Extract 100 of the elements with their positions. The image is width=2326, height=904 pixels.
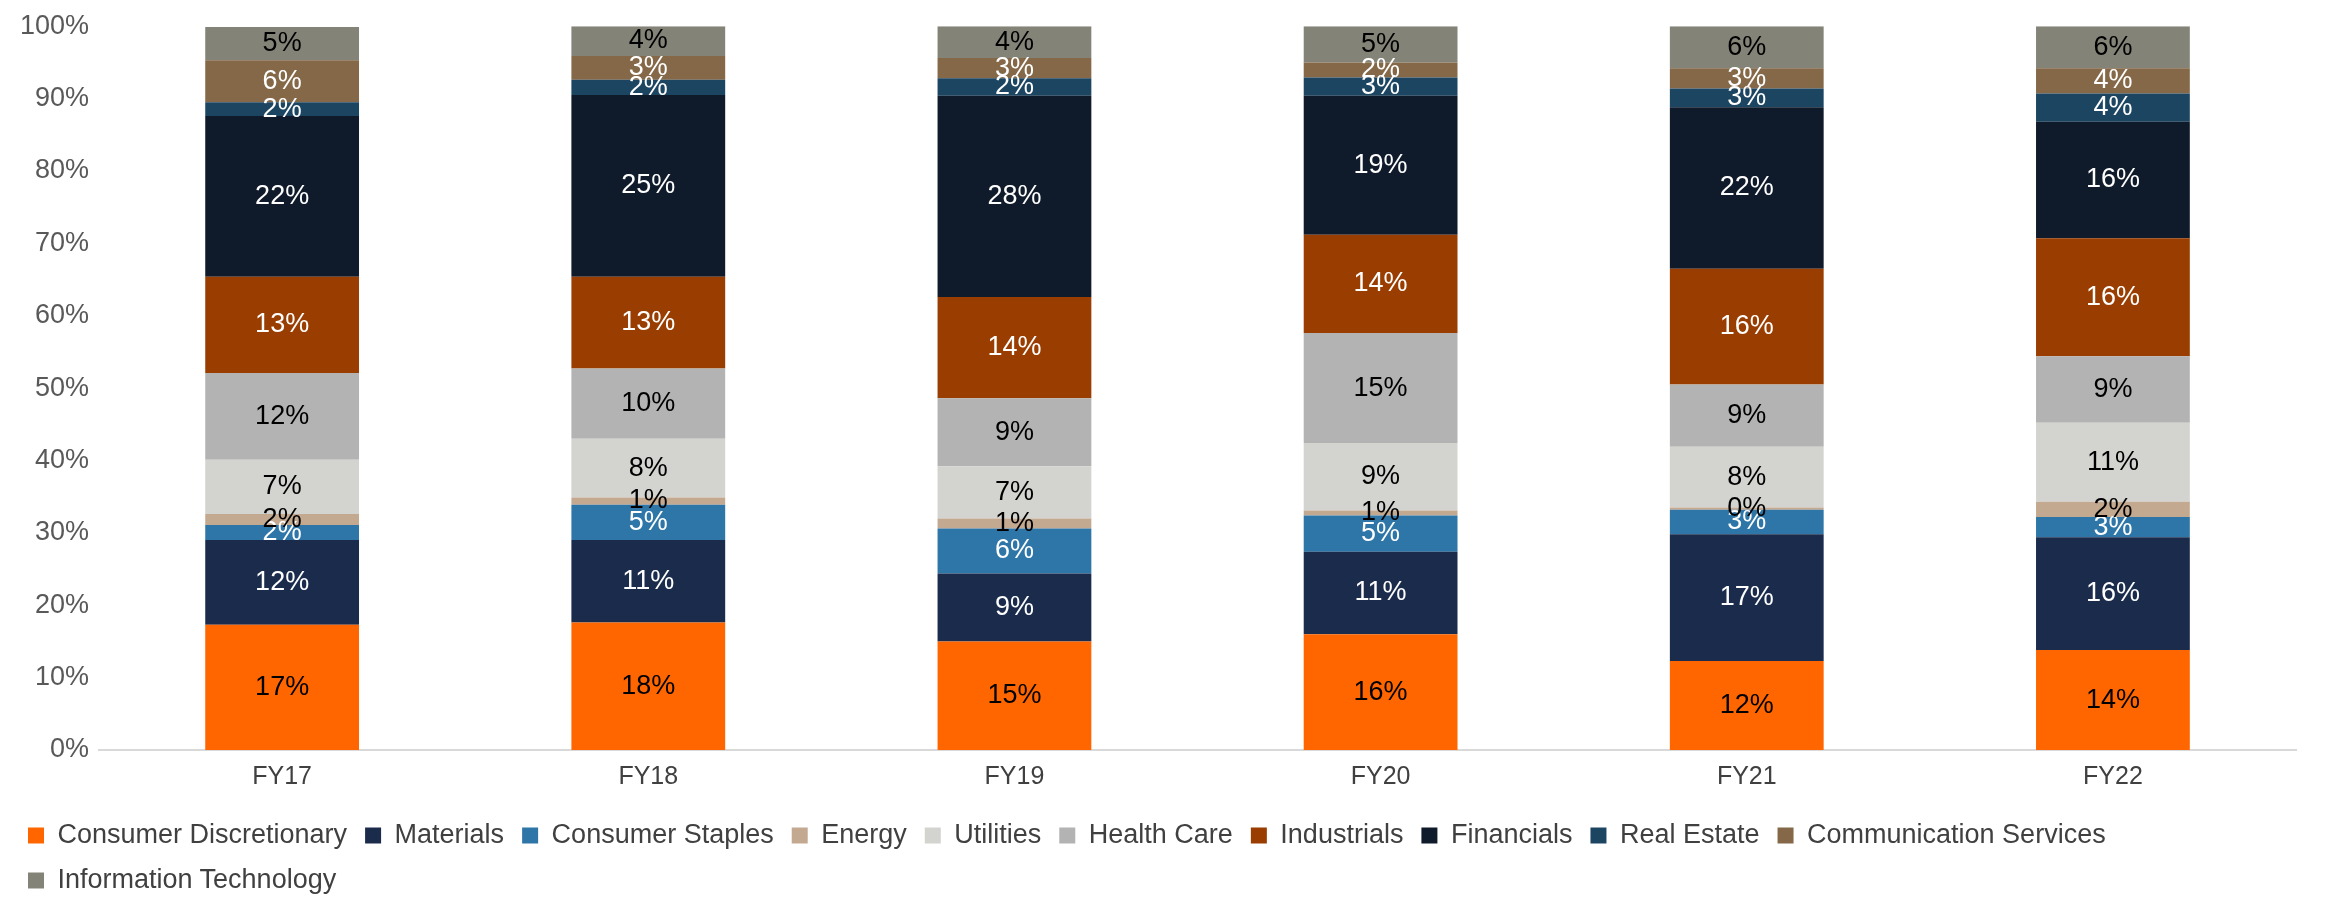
data-label: 8% bbox=[1727, 460, 1767, 491]
bar bbox=[571, 276, 726, 369]
data-label: 7% bbox=[994, 475, 1034, 506]
bar bbox=[1669, 660, 1824, 750]
bar bbox=[1669, 534, 1824, 661]
bar bbox=[2036, 26, 2190, 69]
data-label: 18% bbox=[621, 669, 676, 700]
bar bbox=[2036, 68, 2190, 94]
data-label: 14% bbox=[1353, 267, 1408, 298]
data-label: 15% bbox=[987, 679, 1042, 710]
data-label: 9% bbox=[994, 415, 1034, 446]
data-label: 12% bbox=[255, 565, 310, 596]
y-tick-label: 20% bbox=[35, 588, 90, 619]
legend-label: Communication Services bbox=[1807, 818, 2106, 849]
data-label: 5% bbox=[262, 27, 302, 58]
data-label: 13% bbox=[621, 306, 676, 337]
bar bbox=[2036, 93, 2190, 122]
bar bbox=[2036, 121, 2190, 239]
legend-label: Industrials bbox=[1280, 818, 1404, 849]
y-tick-label: 60% bbox=[35, 299, 90, 330]
y-tick-label: 10% bbox=[35, 661, 90, 692]
data-label: 6% bbox=[994, 534, 1034, 565]
bar bbox=[1669, 268, 1824, 385]
data-label: 6% bbox=[262, 64, 302, 95]
bar bbox=[571, 368, 726, 439]
bar bbox=[571, 622, 726, 750]
data-label: 6% bbox=[2093, 30, 2133, 61]
x-tick-label: FY20 bbox=[1350, 760, 1411, 789]
bar bbox=[205, 276, 360, 373]
bar bbox=[1669, 26, 1824, 69]
data-label: 7% bbox=[262, 470, 302, 501]
data-label: 15% bbox=[1353, 371, 1408, 402]
bar bbox=[205, 624, 360, 750]
bar bbox=[1303, 634, 1458, 750]
bar bbox=[1669, 88, 1824, 108]
legend-label: Consumer Discretionary bbox=[57, 818, 348, 849]
data-label: 12% bbox=[255, 399, 310, 430]
data-label: 5% bbox=[1361, 27, 1401, 58]
legend-label: Materials bbox=[394, 818, 505, 849]
data-label: 22% bbox=[1719, 171, 1774, 202]
legend-label: Consumer Staples bbox=[551, 818, 774, 849]
data-label: 4% bbox=[628, 24, 668, 55]
bar bbox=[1303, 333, 1458, 444]
y-tick-label: 30% bbox=[35, 516, 90, 547]
data-label: 16% bbox=[2085, 577, 2140, 608]
bar bbox=[1303, 551, 1458, 635]
y-tick-label: 40% bbox=[35, 443, 90, 474]
data-label: 9% bbox=[994, 590, 1034, 621]
bar bbox=[571, 94, 726, 277]
bar bbox=[937, 641, 1092, 750]
legend-label: Information Technology bbox=[57, 863, 337, 894]
data-label: 12% bbox=[1719, 688, 1774, 719]
data-label: 16% bbox=[1719, 310, 1774, 341]
legend-label: Energy bbox=[821, 818, 908, 849]
y-tick-label: 70% bbox=[35, 226, 90, 257]
y-tick-label: 80% bbox=[35, 154, 90, 185]
data-label: 13% bbox=[255, 308, 310, 339]
data-label: 16% bbox=[2085, 163, 2140, 194]
data-label: 16% bbox=[1353, 675, 1408, 706]
data-label: 16% bbox=[2085, 280, 2140, 311]
data-label: 14% bbox=[987, 331, 1042, 362]
bar bbox=[937, 296, 1092, 399]
data-label: 8% bbox=[628, 451, 668, 482]
data-label: 11% bbox=[2086, 445, 2139, 476]
bar bbox=[2036, 537, 2190, 651]
legend-label: Health Care bbox=[1088, 818, 1233, 849]
bar bbox=[937, 398, 1092, 467]
legend-label: Financials bbox=[1450, 818, 1573, 849]
bar bbox=[937, 95, 1092, 297]
bar bbox=[571, 540, 726, 623]
y-tick-label: 100% bbox=[19, 9, 90, 40]
y-tick-label: 50% bbox=[35, 371, 90, 402]
bar bbox=[2036, 238, 2190, 357]
data-label: 9% bbox=[1361, 460, 1401, 491]
data-label: 9% bbox=[2093, 373, 2133, 403]
legend-label: Real Estate bbox=[1619, 818, 1760, 849]
bar bbox=[1303, 95, 1458, 235]
x-tick-label: FY18 bbox=[618, 760, 679, 789]
bar bbox=[205, 26, 360, 61]
x-tick-label: FY21 bbox=[1716, 760, 1777, 789]
bar bbox=[205, 540, 360, 625]
bar bbox=[1669, 384, 1824, 447]
data-label: 19% bbox=[1353, 148, 1408, 179]
data-label: 6% bbox=[1727, 30, 1767, 61]
data-label: 9% bbox=[1727, 399, 1767, 430]
y-tick-label: 0% bbox=[50, 733, 90, 764]
data-label: 28% bbox=[987, 179, 1042, 210]
data-label: 25% bbox=[621, 169, 676, 200]
bar bbox=[1303, 234, 1458, 334]
x-tick-label: FY19 bbox=[984, 760, 1045, 789]
bar bbox=[205, 372, 360, 460]
bar bbox=[1669, 107, 1824, 269]
bar bbox=[205, 115, 360, 277]
data-label: 17% bbox=[1719, 581, 1774, 612]
x-tick-label: FY22 bbox=[2083, 760, 2143, 789]
data-label: 11% bbox=[1354, 576, 1407, 607]
data-label: 4% bbox=[994, 25, 1034, 56]
x-tick-label: FY17 bbox=[252, 760, 313, 789]
y-tick-label: 90% bbox=[35, 82, 90, 113]
bar bbox=[2036, 650, 2190, 750]
